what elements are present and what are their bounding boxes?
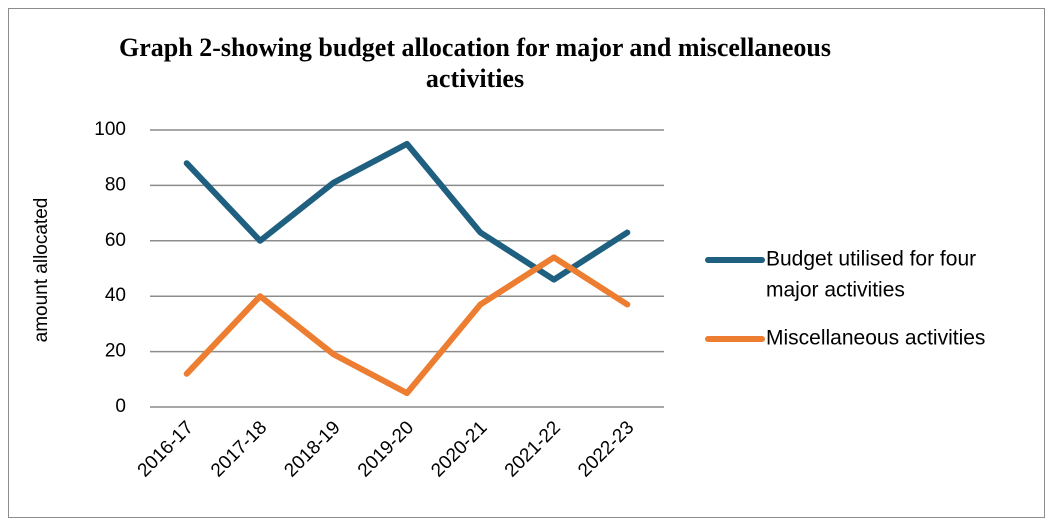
gridlines — [150, 129, 664, 408]
x-tick-label: 2020-21 — [427, 417, 491, 481]
x-tick-label: 2021-22 — [501, 417, 565, 481]
x-tick-label: 2019-20 — [354, 417, 418, 481]
y-tick-label: 40 — [105, 285, 126, 306]
chart-title-line-1: Graph 2-showing budget allocation for ma… — [119, 33, 831, 62]
legend-label-2: Miscellaneous activities — [766, 327, 985, 350]
x-tick-label: 2018-19 — [280, 417, 344, 481]
x-tick-label: 2017-18 — [207, 417, 271, 481]
legend-label-1: major activities — [766, 279, 905, 302]
chart-title: Graph 2-showing budget allocation for ma… — [60, 32, 890, 94]
x-tick-label: 2022-23 — [574, 417, 638, 481]
legend: Budget utilised for four major activities… — [705, 248, 985, 350]
y-tick-labels: 0 20 40 60 80 100 — [94, 119, 126, 417]
x-tick-labels: 2016-17 2017-18 2018-19 2019-20 2020-21 2021-… — [134, 417, 639, 481]
x-tick-label: 2016-17 — [134, 417, 198, 481]
series-lines — [183, 140, 631, 397]
series-line-2 — [183, 254, 631, 397]
y-axis-label: amount allocated — [31, 198, 52, 343]
y-tick-label: 20 — [105, 341, 126, 362]
series-line-1 — [183, 140, 631, 283]
legend-label-1: Budget utilised for four — [766, 248, 976, 271]
y-tick-label: 60 — [105, 230, 126, 251]
y-tick-label: 0 — [115, 396, 126, 417]
y-tick-label: 100 — [94, 119, 126, 140]
y-tick-label: 80 — [105, 174, 126, 195]
chart-title-line-2: activities — [425, 64, 525, 93]
